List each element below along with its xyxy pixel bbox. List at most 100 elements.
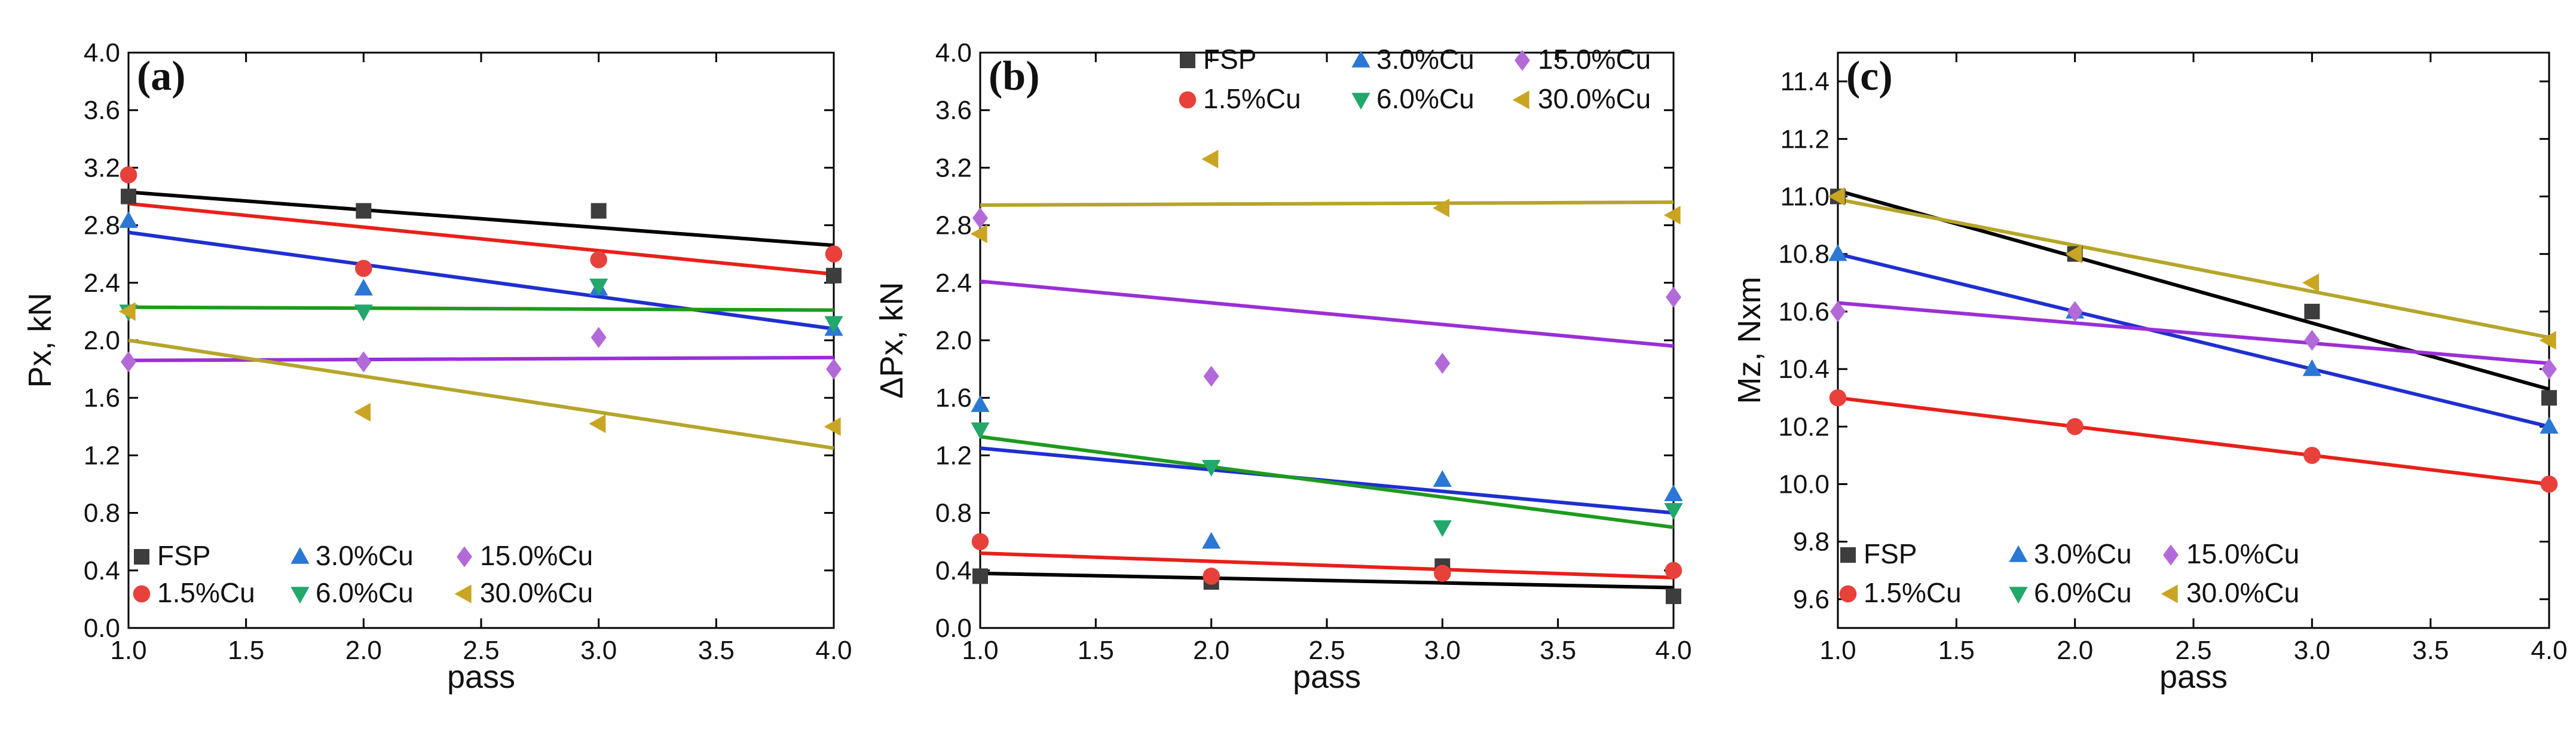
data-point-30.0%Cu <box>970 224 987 243</box>
data-point-6.0%Cu <box>971 422 990 440</box>
data-point-1.5%Cu <box>1203 568 1220 585</box>
legend-marker-3.0%Cu <box>1351 50 1370 68</box>
y-tick-label: 10.4 <box>1778 355 1829 384</box>
data-point-FSP <box>356 203 372 219</box>
x-tick-label: 2.5 <box>463 636 499 665</box>
y-axis-title: Px, kN <box>22 292 58 388</box>
data-point-1.5%Cu <box>2303 447 2321 464</box>
y-tick-label: 2.8 <box>935 211 972 240</box>
x-tick-label: 1.5 <box>1078 636 1114 665</box>
y-tick-label: 2.0 <box>84 326 120 355</box>
data-point-15.0%Cu <box>121 351 136 373</box>
x-axis-title: pass <box>2159 659 2228 695</box>
fit-line-FSP <box>128 190 834 248</box>
data-point-1.5%Cu <box>825 245 843 263</box>
legend-marker-15.0%Cu <box>1515 50 1530 71</box>
fit-line-6.0%Cu <box>128 305 834 312</box>
data-point-1.5%Cu <box>1829 389 1847 407</box>
data-point-30.0%Cu <box>1828 187 1845 206</box>
y-tick-label: 2.4 <box>935 269 972 298</box>
fit-line-30.0%Cu <box>128 339 834 450</box>
y-tick-label: 2.8 <box>84 211 120 240</box>
x-tick-label: 1.5 <box>228 636 264 665</box>
legend-label: FSP <box>1864 538 1917 569</box>
data-point-30.0%Cu <box>1433 199 1450 218</box>
data-point-15.0%Cu <box>2067 301 2083 322</box>
y-tick-label: 0.4 <box>935 556 972 586</box>
data-point-15.0%Cu <box>1434 352 1451 374</box>
data-point-30.0%Cu <box>589 414 606 434</box>
fit-line-1.5%Cu <box>128 202 834 276</box>
data-point-FSP <box>2304 303 2320 319</box>
y-tick-label: 11.0 <box>1780 182 1829 212</box>
plot-frame <box>979 51 1675 629</box>
data-point-30.0%Cu <box>354 402 371 422</box>
legend-marker-1.5%Cu <box>1179 91 1197 109</box>
y-tick-label: 0.0 <box>84 614 120 643</box>
y-axis-title: Mz, Nxm <box>1731 277 1767 404</box>
y-tick-label: 9.6 <box>1793 585 1829 614</box>
data-point-15.0%Cu <box>972 208 988 229</box>
panel-label: (b) <box>989 53 1040 99</box>
fit-line-30.0%Cu <box>1837 197 2550 340</box>
data-point-15.0%Cu <box>1203 365 1219 387</box>
data-point-6.0%Cu <box>354 304 373 322</box>
x-tick-label: 2.0 <box>345 636 382 665</box>
y-tick-label: 2.0 <box>935 326 972 355</box>
legend-label: 15.0%Cu <box>2186 538 2299 569</box>
fit-line-1.5%Cu <box>1837 396 2550 486</box>
legend: FSP 3.0%Cu 15.0%Cu 1.5%Cu 6.0%Cu 30.0%Cu <box>1179 44 1651 114</box>
x-tick-label: 1.0 <box>1819 636 1856 665</box>
x-tick-label: 2.5 <box>2175 636 2211 665</box>
legend-label: 1.5%Cu <box>157 577 255 608</box>
legend-label: 30.0%Cu <box>1538 83 1651 114</box>
x-tick-label: 4.0 <box>1655 636 1691 665</box>
data-point-1.5%Cu <box>120 166 137 184</box>
data-point-1.5%Cu <box>2066 418 2084 435</box>
data-point-15.0%Cu <box>1830 301 1846 322</box>
data-point-30.0%Cu <box>2302 273 2320 292</box>
x-tick-label: 2.0 <box>1193 636 1229 665</box>
y-tick-label: 1.2 <box>84 441 120 470</box>
x-tick-label: 3.5 <box>2412 636 2449 665</box>
data-point-3.0%Cu <box>971 395 990 412</box>
y-tick-label: 10.2 <box>1778 412 1829 441</box>
panel-label: (c) <box>1846 53 1893 99</box>
fit-line-15.0%Cu <box>1837 301 2550 365</box>
x-tick-label: 3.5 <box>1540 636 1576 665</box>
legend-marker-3.0%Cu <box>290 547 310 564</box>
chart-panel-1: 1.0 1.5 2.0 2.5 3.0 3.5 4.0 0.0 0.4 0.8 1.2 1.6 2.0 2… <box>22 38 852 695</box>
data-point-FSP <box>1666 588 1681 605</box>
x-axis-title: pass <box>1293 659 1361 695</box>
y-tick-label: 2.4 <box>84 269 120 298</box>
data-point-1.5%Cu <box>1665 562 1682 580</box>
legend-marker-FSP <box>1840 547 1856 563</box>
panel-label: (a) <box>137 53 186 99</box>
data-point-30.0%Cu <box>1663 206 1681 225</box>
data-point-3.0%Cu <box>1433 470 1452 487</box>
data-point-3.0%Cu <box>1202 532 1221 549</box>
x-tick-label: 3.0 <box>580 636 617 665</box>
data-point-1.5%Cu <box>1434 565 1451 582</box>
y-tick-label: 11.2 <box>1780 124 1829 154</box>
data-point-30.0%Cu <box>2539 331 2556 350</box>
y-tick-label: 0.8 <box>935 499 972 528</box>
x-tick-label: 1.5 <box>1938 636 1975 665</box>
y-tick-label: 1.2 <box>935 441 972 470</box>
x-tick-label: 4.0 <box>815 636 852 665</box>
data-point-6.0%Cu <box>1433 520 1452 537</box>
data-point-FSP <box>121 188 136 205</box>
legend-marker-30.0%Cu <box>2161 584 2178 603</box>
fit-line-6.0%Cu <box>980 435 1674 529</box>
data-point-FSP <box>826 267 842 283</box>
data-point-30.0%Cu <box>2065 245 2082 264</box>
legend-label: 15.0%Cu <box>1538 44 1651 75</box>
y-axis-title: ΔPx, kN <box>874 282 910 398</box>
x-tick-label: 2.5 <box>1308 636 1345 665</box>
y-tick-label: 1.6 <box>935 383 972 413</box>
data-point-15.0%Cu <box>2304 330 2320 351</box>
y-tick-label: 4.0 <box>935 38 972 68</box>
data-point-30.0%Cu <box>1201 150 1219 169</box>
data-point-3.0%Cu <box>354 279 373 296</box>
